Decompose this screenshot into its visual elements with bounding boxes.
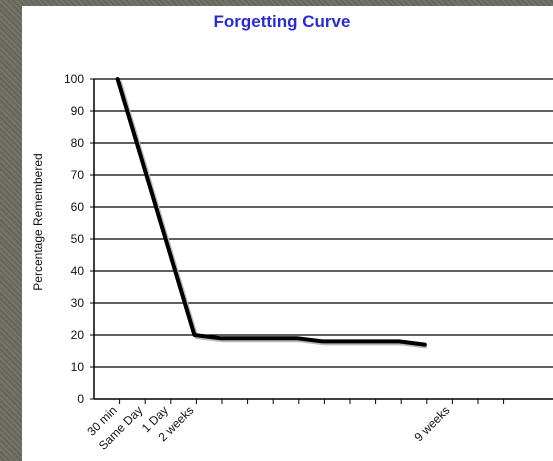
series-line-shadow [117, 80, 428, 349]
forgetting-curve-chart: Forgetting Curve Percentage Remembered 0… [31, 12, 553, 453]
x-tick-label: 9 weeks [411, 403, 452, 444]
y-tick-label: 60 [71, 200, 85, 214]
y-tick-label: 50 [71, 232, 85, 246]
y-tick-label: 30 [71, 296, 85, 310]
y-tick-label: 0 [77, 392, 84, 406]
series-line-0 [115, 77, 427, 347]
chart-title: Forgetting Curve [214, 12, 351, 31]
y-tick-label: 100 [64, 72, 84, 86]
series-lines [115, 77, 428, 349]
y-tick-labels: 0 10 20 30 40 50 60 70 80 90 100 [64, 72, 84, 406]
y-tick-label: 80 [71, 136, 85, 150]
y-tick-label: 90 [71, 104, 85, 118]
y-tick-label: 70 [71, 168, 85, 182]
axes [93, 79, 553, 404]
y-axis-label: Percentage Remembered [31, 153, 45, 290]
y-tick-label: 20 [71, 328, 85, 342]
chart-panel: Forgetting Curve Percentage Remembered 0… [22, 6, 553, 461]
gridlines [90, 78, 553, 400]
y-tick-label: 40 [71, 264, 85, 278]
y-tick-label: 10 [71, 360, 85, 374]
